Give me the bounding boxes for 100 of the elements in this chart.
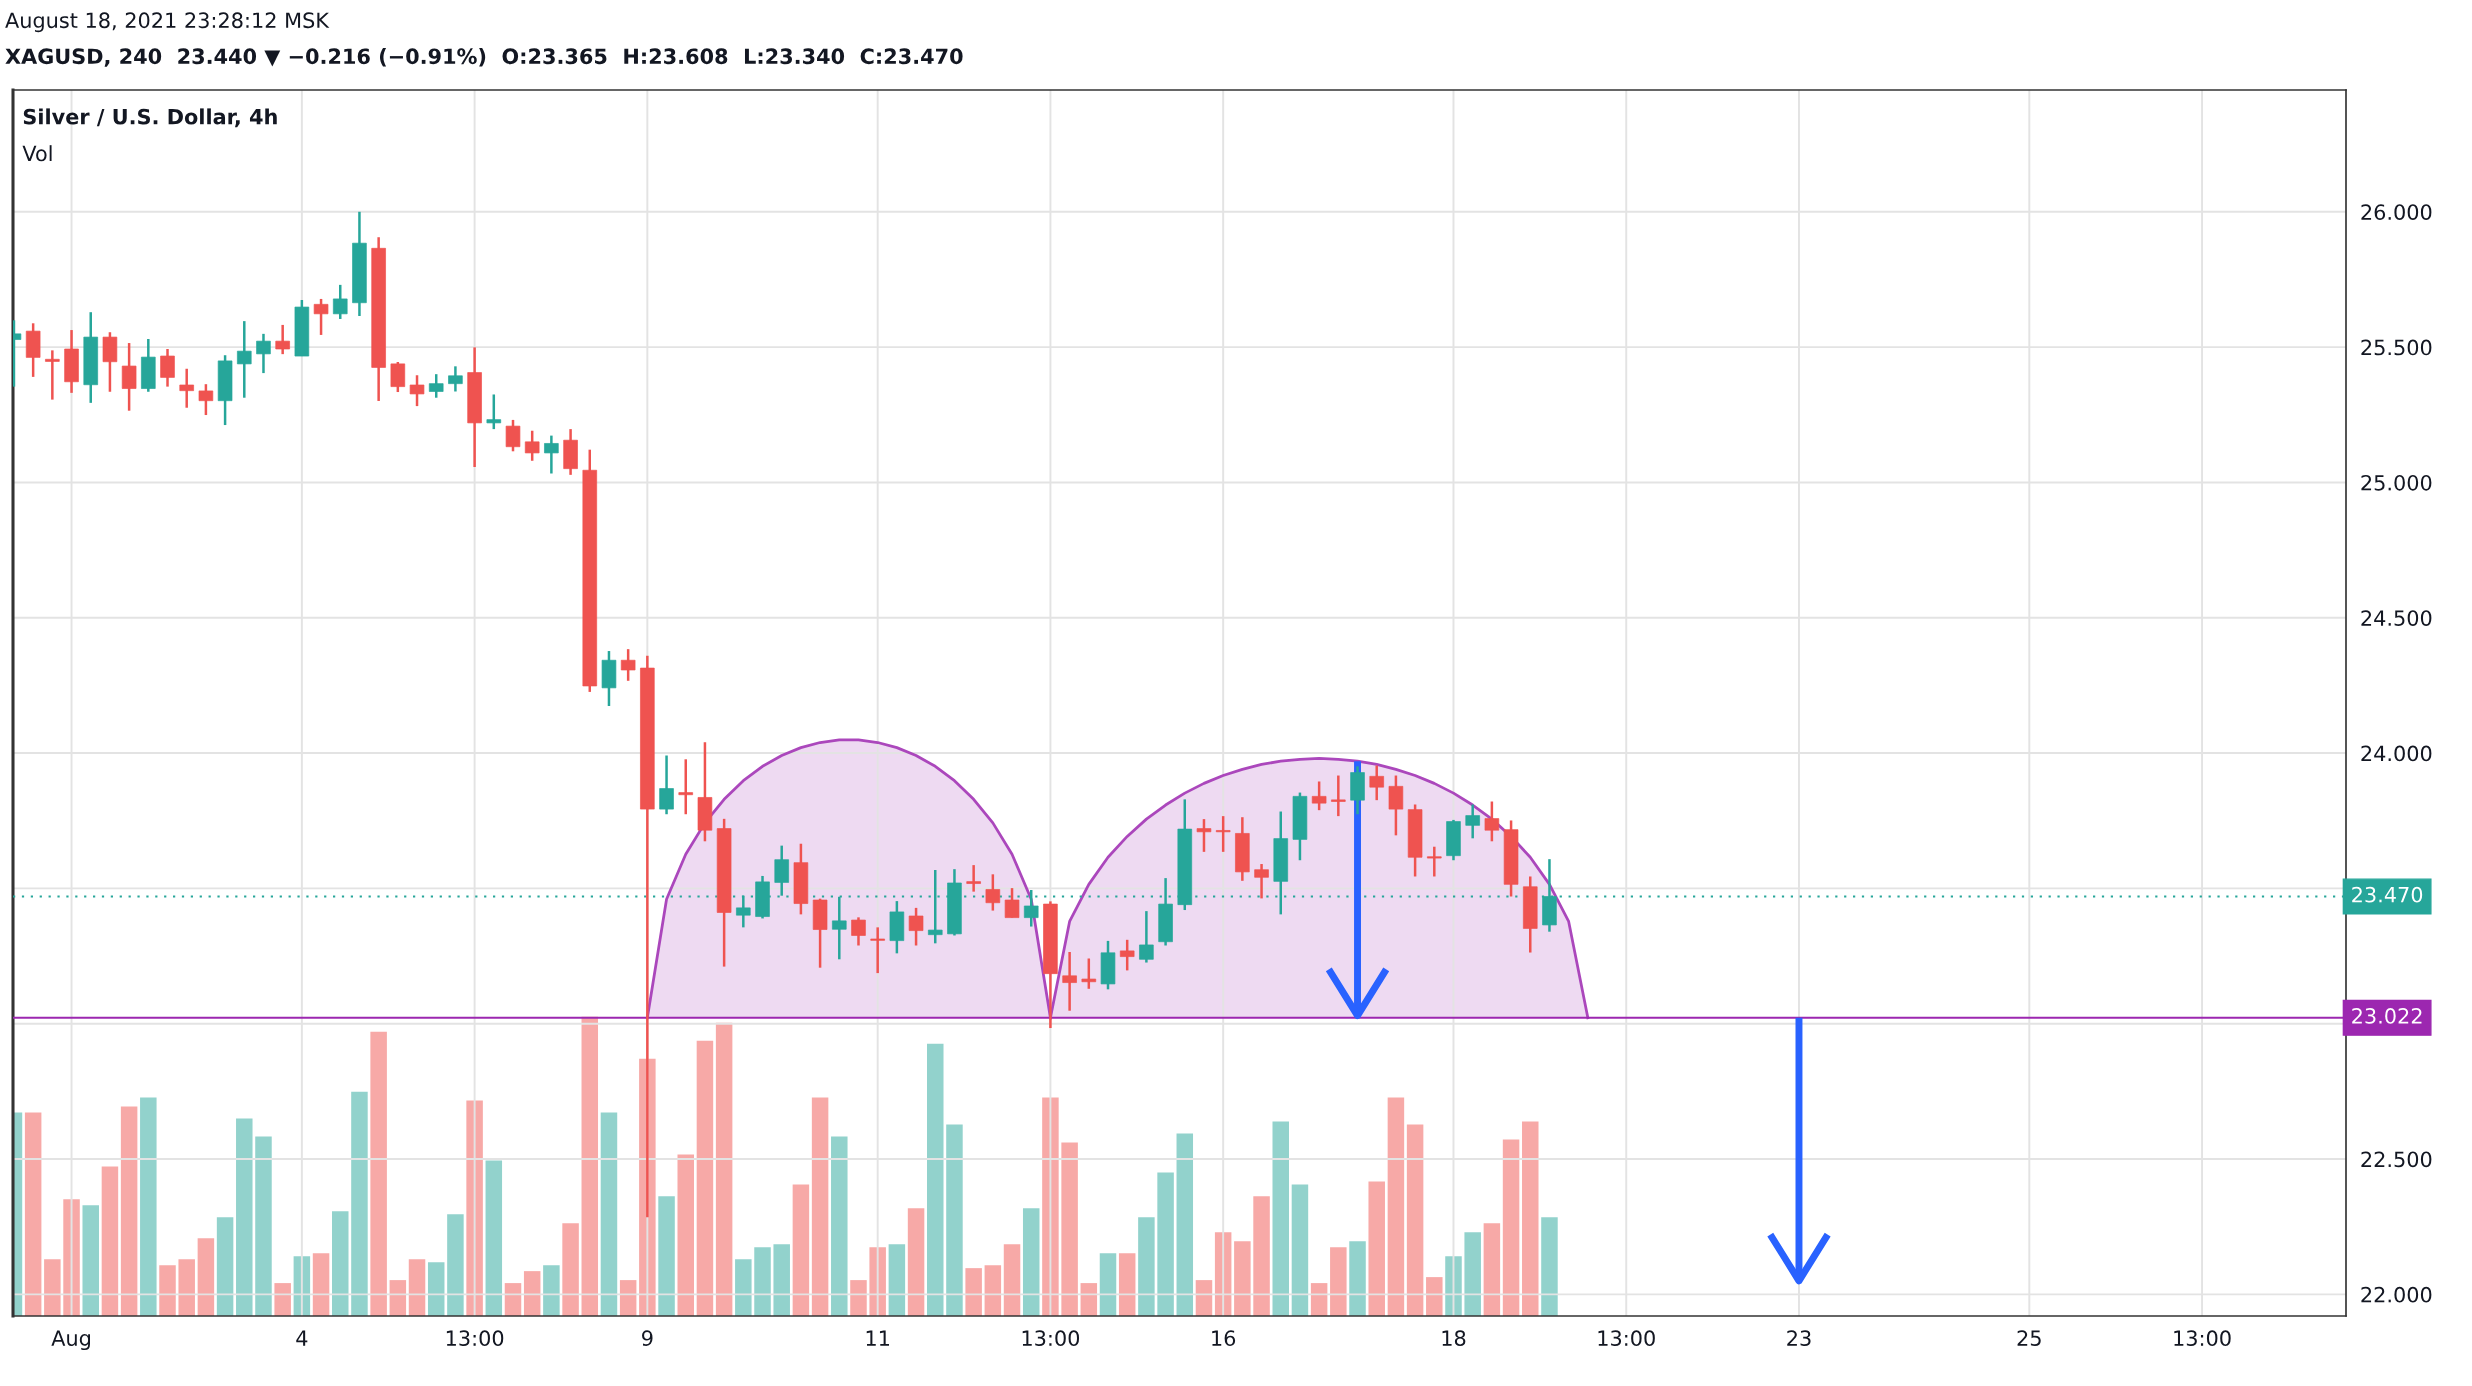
bar [984, 1265, 1002, 1316]
text: August 18, 2021 23:28:12 MSK [5, 12, 330, 33]
candlestick [121, 341, 137, 412]
bar [82, 1205, 99, 1316]
candlestick [659, 754, 674, 816]
bar [562, 1223, 579, 1316]
candlestick [544, 434, 559, 475]
candlestick [1311, 780, 1327, 812]
candlestick [1331, 774, 1346, 818]
bar [312, 1253, 330, 1316]
bar [447, 1214, 464, 1316]
candlestick [1081, 957, 1097, 991]
bar [1291, 1184, 1309, 1316]
candlestick [1004, 886, 1020, 919]
ref-line-label: 23.022 [2352, 1008, 2422, 1024]
candlestick [1369, 764, 1384, 802]
x-tick-label: 13:00 [1022, 1330, 1080, 1347]
bar [1138, 1217, 1155, 1316]
bar [792, 1184, 810, 1316]
y-tick-label: 24.500 [2361, 610, 2432, 626]
candlestick [1388, 774, 1404, 837]
bar [1387, 1097, 1405, 1316]
bar [1483, 1223, 1501, 1316]
bar [236, 1118, 253, 1316]
candlestick [1465, 803, 1480, 840]
candlestick [1484, 800, 1500, 843]
text: XAGUSD, 240 23.440 ▼ −0.216 (−0.91%) O:23.365 H:23.608 L:23.340 C:23.470 [5, 48, 963, 67]
bar [581, 1016, 599, 1316]
bar [754, 1247, 771, 1316]
bar [255, 1136, 272, 1316]
y-tick-label: 25.500 [2361, 339, 2432, 356]
candlestick [1119, 938, 1135, 972]
candlestick [908, 906, 924, 947]
bar [1368, 1181, 1385, 1316]
candlestick [256, 332, 271, 375]
bar [1406, 1124, 1424, 1316]
chart-title: Vol [22, 145, 52, 162]
x-tick-label: 13:00 [446, 1330, 504, 1347]
x-tick-label: 23 [1787, 1330, 1811, 1347]
candlestick [1215, 814, 1231, 854]
bar [351, 1091, 368, 1316]
x-tick-label: 16 [1212, 1330, 1236, 1347]
bar [408, 1259, 426, 1316]
bar [1464, 1232, 1481, 1316]
bar [485, 1160, 503, 1316]
bar [907, 1208, 925, 1316]
bar [216, 1217, 234, 1316]
x-tick-label: 11 [866, 1330, 890, 1346]
x-tick-label: Aug [51, 1330, 90, 1351]
candlestick [409, 374, 425, 408]
bar [1157, 1172, 1174, 1316]
bar [523, 1271, 541, 1316]
bar [1445, 1256, 1462, 1316]
candlestick [237, 319, 252, 399]
candlestick [1062, 950, 1077, 1012]
bar [543, 1265, 560, 1316]
bar [1522, 1121, 1539, 1316]
candlestick [966, 863, 981, 893]
bar [927, 1043, 944, 1316]
bar [1061, 1142, 1078, 1316]
candlestick [428, 372, 444, 399]
text: Silver / U.S. Dollar, 4h [23, 108, 277, 128]
bar [1502, 1139, 1520, 1316]
candlestick [1139, 909, 1154, 964]
y-tick-label: 22.000 [2361, 1286, 2432, 1303]
candlestick [985, 873, 1001, 912]
bar [1541, 1217, 1558, 1316]
candlestick [332, 283, 348, 321]
bar [831, 1136, 848, 1316]
bar [1022, 1208, 1040, 1316]
candlestick [160, 347, 175, 388]
bar [850, 1280, 867, 1316]
bar [197, 1238, 215, 1316]
bar [1272, 1121, 1289, 1316]
candlestick [620, 647, 636, 683]
bar [1003, 1244, 1021, 1316]
bar [658, 1196, 675, 1316]
bar [965, 1268, 982, 1316]
bar [427, 1262, 445, 1316]
bar [1426, 1277, 1443, 1316]
candlestick [448, 365, 463, 393]
bar [274, 1283, 291, 1316]
bar [1253, 1196, 1270, 1316]
bar [1176, 1133, 1194, 1316]
bar [178, 1259, 195, 1316]
bar [1234, 1241, 1251, 1316]
x-tick-label: 13:00 [1598, 1330, 1655, 1347]
y-tick-label: 22.500 [2361, 1151, 2432, 1168]
bar [140, 1097, 157, 1316]
bar [600, 1112, 618, 1316]
candlestick [313, 297, 329, 337]
bar [101, 1166, 119, 1316]
bar [370, 1031, 387, 1316]
bar [677, 1154, 694, 1316]
candlestick [179, 367, 194, 409]
bar [735, 1259, 752, 1316]
bar [332, 1211, 349, 1316]
bar [159, 1265, 176, 1316]
candlestick [1196, 817, 1212, 854]
y-tick-label: 24.000 [2361, 745, 2432, 762]
